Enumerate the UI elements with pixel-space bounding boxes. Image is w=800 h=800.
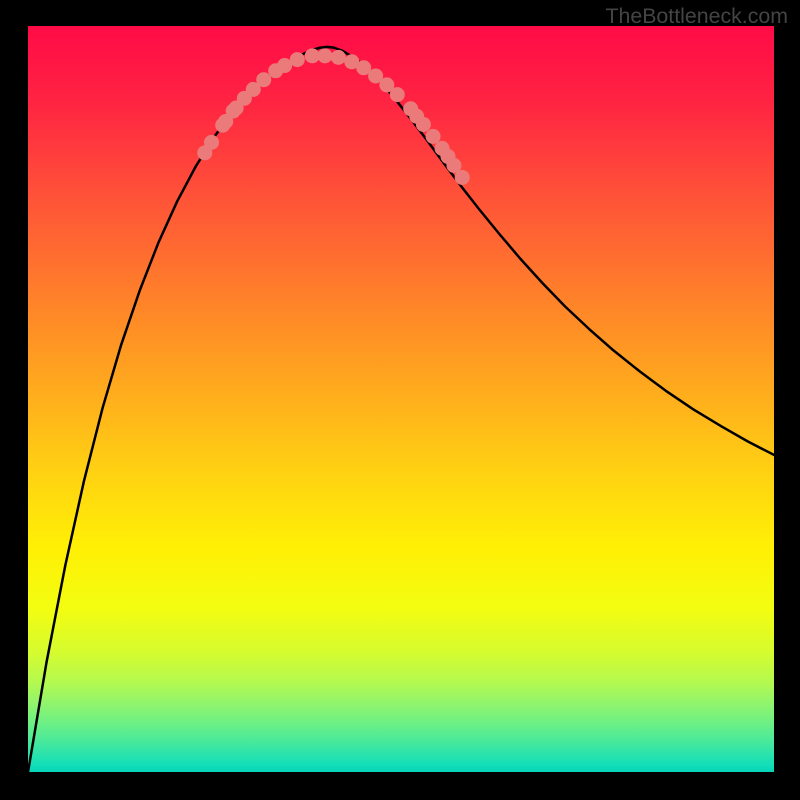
data-dot: [390, 87, 405, 102]
data-dot: [331, 50, 346, 65]
plot-background: [28, 26, 774, 772]
data-dot: [455, 170, 470, 185]
chart-stage: TheBottleneck.com: [0, 0, 800, 800]
data-dot: [426, 129, 441, 144]
data-dot: [256, 72, 271, 87]
watermark-text: TheBottleneck.com: [605, 4, 788, 29]
data-dot: [416, 117, 431, 132]
data-dot: [317, 48, 332, 63]
bottleneck-chart: [0, 0, 800, 800]
data-dot: [290, 52, 305, 67]
data-dot: [204, 135, 219, 150]
